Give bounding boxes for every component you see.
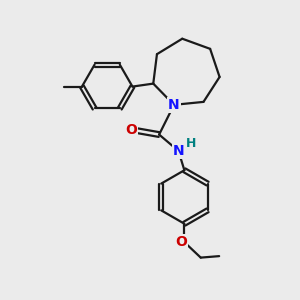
Text: H: H xyxy=(186,137,196,150)
Text: N: N xyxy=(172,144,184,158)
Text: N: N xyxy=(168,98,180,112)
Text: O: O xyxy=(175,235,187,249)
Text: O: O xyxy=(125,123,137,137)
